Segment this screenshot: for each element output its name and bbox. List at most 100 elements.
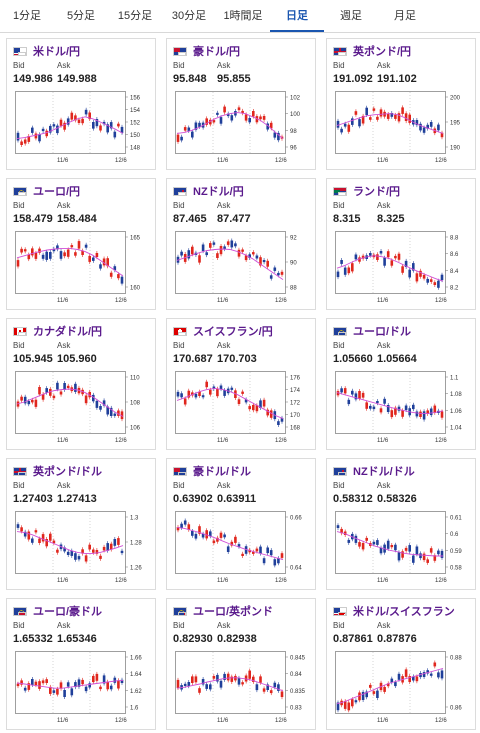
candle bbox=[109, 122, 113, 129]
pair-name[interactable]: ユーロ/ドル bbox=[353, 326, 412, 338]
price-chart[interactable]: 92 90 88 11/6 12/6 bbox=[175, 231, 309, 305]
pair-name[interactable]: 豪ドル/円 bbox=[193, 46, 241, 58]
candle bbox=[41, 254, 45, 259]
pair-name[interactable]: ユーロ/円 bbox=[33, 186, 81, 198]
price-chart[interactable]: 200 195 190 11/6 12/6 bbox=[335, 91, 469, 165]
candle bbox=[102, 121, 106, 125]
pair-card[interactable]: カナダドル/円 Bid Ask 105.945 105.960 110 108 106 11/6… bbox=[6, 318, 156, 450]
y-tick-label: 174 bbox=[290, 388, 301, 394]
tab-7[interactable]: 月足 bbox=[394, 10, 416, 22]
pair-name[interactable]: 英ポンド/円 bbox=[353, 46, 412, 58]
price-chart[interactable]: 1.66 1.64 1.62 1.6 11/6 12/6 bbox=[15, 651, 149, 725]
y-tick-label: 0.59 bbox=[450, 549, 462, 555]
pair-card[interactable]: ランド/円 Bid Ask 8.315 8.325 8.8 8.6 8.4 8.2 11/6 12/… bbox=[326, 178, 476, 310]
pair-card[interactable]: 米ドル/円 Bid Ask 149.986 149.988 156 154 152 150 148… bbox=[6, 38, 156, 170]
candle bbox=[205, 381, 208, 388]
pair-name[interactable]: スイスフラン/円 bbox=[193, 326, 273, 338]
bid-ask-values: 170.687 170.703 bbox=[173, 353, 257, 365]
candle bbox=[191, 676, 194, 683]
price-chart[interactable]: 165 160 11/6 12/6 bbox=[15, 231, 149, 305]
tab-1[interactable]: 5分足 bbox=[66, 10, 96, 22]
ask-value: 191.102 bbox=[377, 73, 417, 85]
pair-name[interactable]: NZドル/ドル bbox=[353, 466, 415, 478]
candle bbox=[209, 119, 212, 125]
candle bbox=[49, 125, 52, 133]
tab-6[interactable]: 週足 bbox=[340, 10, 362, 22]
pair-card[interactable]: 英ポンド/円 Bid Ask 191.092 191.102 200 195 190 11/6 1… bbox=[326, 38, 476, 170]
price-chart[interactable]: 1.3 1.28 1.26 11/6 12/6 bbox=[15, 511, 149, 585]
candle bbox=[412, 555, 415, 563]
candle bbox=[358, 391, 361, 399]
candle bbox=[365, 107, 368, 115]
candle bbox=[262, 116, 266, 120]
x-tick-label: 12/6 bbox=[275, 718, 287, 724]
pair-name[interactable]: カナダドル/円 bbox=[33, 326, 103, 338]
candle bbox=[372, 108, 376, 111]
bid-label: Bid bbox=[13, 341, 25, 350]
pair-card[interactable]: 豪ドル/円 Bid Ask 95.848 95.855 102 100 98 96 11/6 12/… bbox=[166, 38, 316, 170]
candle bbox=[259, 257, 262, 266]
candle bbox=[230, 541, 234, 546]
pair-name[interactable]: ランド/円 bbox=[353, 186, 401, 198]
price-chart[interactable]: 0.845 0.84 0.835 0.83 11/6 12/6 bbox=[175, 651, 309, 725]
tab-0[interactable]: 1分足 bbox=[12, 10, 42, 22]
bid-label: Bid bbox=[13, 201, 25, 210]
pair-card[interactable]: ユーロ/ドル Bid Ask 1.05660 1.05664 1.1 1.08 1.06 1.0… bbox=[326, 318, 476, 450]
price-chart[interactable]: 1.1 1.08 1.06 1.04 11/6 12/6 bbox=[335, 371, 469, 445]
candle bbox=[269, 550, 273, 556]
pair-name[interactable]: NZドル/円 bbox=[193, 186, 244, 198]
candle bbox=[369, 405, 372, 409]
pair-name[interactable]: 米ドル/円 bbox=[33, 46, 81, 58]
price-chart[interactable]: 0.88 0.86 11/6 12/6 bbox=[335, 651, 469, 725]
bid-ask-values: 191.092 191.102 bbox=[333, 73, 417, 85]
pair-card[interactable]: 英ポンド/ドル Bid Ask 1.27403 1.27413 1.3 1.28 1.26 11… bbox=[6, 458, 156, 590]
tab-2[interactable]: 15分足 bbox=[117, 10, 153, 22]
pair-name[interactable]: 英ポンド/ドル bbox=[33, 466, 103, 478]
y-tick-label: 0.845 bbox=[290, 656, 306, 662]
price-chart[interactable]: 8.8 8.6 8.4 8.2 11/6 12/6 bbox=[335, 231, 469, 305]
pair-card[interactable]: 豪ドル/ドル Bid Ask 0.63902 0.63911 0.66 0.64 11/6 12… bbox=[166, 458, 316, 590]
pair-card[interactable]: ユーロ/豪ドル Bid Ask 1.65332 1.65346 1.66 1.64 1.62 1… bbox=[6, 598, 156, 730]
candle bbox=[201, 679, 205, 685]
pair-name[interactable]: ユーロ/英ポンド bbox=[193, 606, 274, 618]
candle bbox=[77, 119, 81, 123]
candle bbox=[56, 549, 59, 553]
pair-name[interactable]: 豪ドル/ドル bbox=[193, 466, 252, 478]
price-chart[interactable]: 156 154 152 150 148 11/6 12/6 bbox=[15, 91, 149, 165]
moving-average-line bbox=[336, 392, 444, 414]
candle bbox=[120, 276, 124, 284]
pair-card[interactable]: 米ドル/スイスフラン Bid Ask 0.87861 0.87876 0.88 0.86 11… bbox=[326, 598, 476, 730]
price-chart[interactable]: 110 108 106 11/6 12/6 bbox=[15, 371, 149, 445]
pair-card[interactable]: NZドル/ドル Bid Ask 0.58312 0.58326 0.61 0.6 0.59 0.… bbox=[326, 458, 476, 590]
pair-name[interactable]: 米ドル/スイスフラン bbox=[353, 606, 455, 618]
pair-card[interactable]: NZドル/円 Bid Ask 87.465 87.477 92 90 88 11/6 12/6 bbox=[166, 178, 316, 310]
tab-5[interactable]: 日足 bbox=[270, 0, 324, 32]
price-chart[interactable]: 102 100 98 96 11/6 12/6 bbox=[175, 91, 309, 165]
pair-header: 豪ドル/ドル bbox=[173, 464, 251, 478]
pair-card[interactable]: スイスフラン/円 Bid Ask 170.687 170.703 176 174 172 170… bbox=[166, 318, 316, 450]
candle bbox=[23, 249, 27, 252]
candle bbox=[358, 542, 361, 547]
chart-frame bbox=[335, 511, 446, 574]
price-chart[interactable]: 0.61 0.6 0.59 0.58 11/6 12/6 bbox=[335, 511, 469, 585]
currency-flag-icon bbox=[333, 186, 347, 196]
pair-card[interactable]: ユーロ/英ポンド Bid Ask 0.82930 0.82938 0.845 0.84 0.8… bbox=[166, 598, 316, 730]
pair-card[interactable]: ユーロ/円 Bid Ask 158.479 158.484 165 160 11/6 12/6 bbox=[6, 178, 156, 310]
tab-4[interactable]: 1時間足 bbox=[223, 10, 263, 22]
candle bbox=[49, 388, 52, 396]
candle bbox=[117, 123, 120, 127]
tab-3[interactable]: 30分足 bbox=[171, 10, 207, 22]
price-chart[interactable]: 0.66 0.64 11/6 12/6 bbox=[175, 511, 309, 585]
candle bbox=[401, 551, 404, 558]
bid-value: 105.945 bbox=[13, 353, 53, 365]
candle bbox=[412, 263, 415, 271]
candle bbox=[212, 242, 216, 245]
candle bbox=[397, 673, 401, 680]
ask-label: Ask bbox=[217, 61, 231, 70]
candle bbox=[429, 122, 433, 127]
candle bbox=[386, 114, 390, 119]
bid-ask-labels: Bid Ask bbox=[13, 481, 70, 490]
candle bbox=[340, 128, 343, 133]
price-chart[interactable]: 176 174 172 170 168 11/6 12/6 bbox=[175, 371, 309, 445]
pair-name[interactable]: ユーロ/豪ドル bbox=[33, 606, 103, 618]
